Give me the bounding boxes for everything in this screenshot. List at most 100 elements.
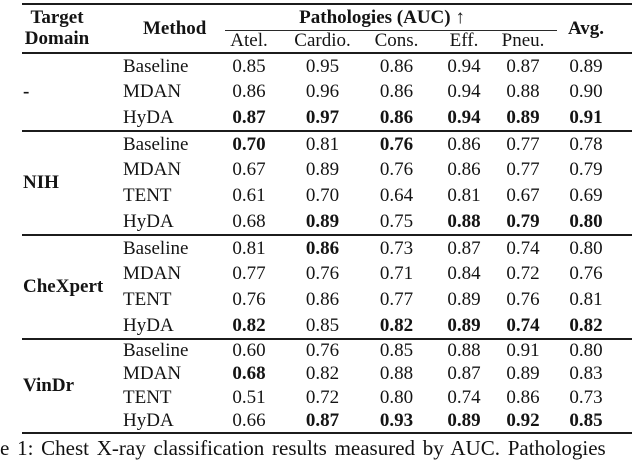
method-label: Baseline xyxy=(115,52,212,79)
table-row: NIH Baseline 0.70 0.81 0.76 0.86 0.77 0.78 xyxy=(22,130,632,235)
column-header-pathologies: Pathologies (AUC) ↑ xyxy=(299,6,465,28)
auc-value: 0.91 xyxy=(494,338,552,363)
auc-value: 0.51 xyxy=(232,386,266,408)
target-domain-line2: Domain xyxy=(24,27,90,49)
table-row: HyDA 0.87 0.97 0.86 0.94 0.89 0.91 xyxy=(22,105,632,131)
auc-value: 0.82 xyxy=(305,363,340,385)
auc-value: 0.61 xyxy=(232,185,266,206)
method-label: HyDA xyxy=(123,409,174,431)
auc-value: 0.88 xyxy=(506,81,540,102)
table-row: HyDA 0.82 0.85 0.82 0.89 0.74 0.82 xyxy=(22,313,632,339)
auc-value: 0.86 xyxy=(379,106,414,128)
auc-value: 0.86 xyxy=(447,159,481,180)
method-label: Baseline xyxy=(115,130,212,157)
method-label: HyDA xyxy=(123,210,174,232)
auc-value: 0.89 xyxy=(447,314,481,336)
auc-value: 0.87 xyxy=(232,106,266,128)
domain-block: NIH Baseline 0.70 0.81 0.76 0.86 0.77 0.78 MDAN 0… xyxy=(22,130,632,235)
method-label: TENT xyxy=(123,185,172,206)
auc-value: 0.86 xyxy=(434,130,494,157)
auc-value: 0.85 xyxy=(212,52,286,79)
table-row: MDAN 0.86 0.96 0.86 0.94 0.88 0.90 xyxy=(22,79,632,105)
table-caption: e 1: Chest X-ray classification results … xyxy=(0,437,606,460)
method-label: HyDA xyxy=(123,314,174,336)
method-label: TENT xyxy=(123,289,172,310)
auc-value: 0.89 xyxy=(506,363,540,385)
avg-auc-value: 0.81 xyxy=(569,289,603,310)
auc-value: 0.70 xyxy=(212,130,286,157)
column-header-eff: Eff. xyxy=(449,30,479,51)
auc-value: 0.68 xyxy=(232,363,266,385)
results-table: Target Domain Method Pathologies (AUC) ↑… xyxy=(22,3,632,434)
table-row: - Baseline 0.85 0.95 0.86 0.94 0.87 0.89 xyxy=(22,52,632,131)
method-label: TENT xyxy=(123,386,172,408)
domain-block: - Baseline 0.85 0.95 0.86 0.94 0.87 0.89 MDAN 0.8… xyxy=(22,52,632,131)
method-label: Baseline xyxy=(115,234,212,261)
auc-value: 0.88 xyxy=(447,210,481,232)
table-row: MDAN 0.68 0.82 0.88 0.87 0.89 0.83 xyxy=(22,363,632,387)
pathologies-header-rule xyxy=(225,30,557,32)
method-label: HyDA xyxy=(123,106,174,128)
auc-value: 0.81 xyxy=(212,234,286,261)
table-row: TENT 0.51 0.72 0.80 0.74 0.86 0.73 xyxy=(22,386,632,410)
auc-value: 0.94 xyxy=(447,106,481,128)
auc-value: 0.86 xyxy=(286,234,359,261)
auc-value: 0.89 xyxy=(305,210,340,232)
auc-value: 0.96 xyxy=(305,81,340,102)
auc-value: 0.81 xyxy=(286,130,359,157)
auc-value: 0.93 xyxy=(379,409,414,431)
method-label: MDAN xyxy=(123,263,182,284)
auc-value: 0.87 xyxy=(434,234,494,261)
avg-auc-value: 0.69 xyxy=(569,185,603,206)
auc-value: 0.75 xyxy=(379,210,414,232)
column-header-cardio: Cardio. xyxy=(294,30,351,51)
auc-value: 0.77 xyxy=(379,289,414,310)
auc-value: 0.87 xyxy=(447,363,481,385)
auc-value: 0.81 xyxy=(447,185,481,206)
method-label: MDAN xyxy=(123,81,182,102)
auc-value: 0.77 xyxy=(506,159,540,180)
column-header-atel: Atel. xyxy=(230,30,268,51)
avg-auc-value: 0.79 xyxy=(569,159,603,180)
avg-auc-value: 0.80 xyxy=(552,338,632,363)
method-label: Baseline xyxy=(115,338,212,363)
avg-auc-value: 0.80 xyxy=(569,210,603,232)
auc-value: 0.76 xyxy=(359,130,434,157)
auc-value: 0.76 xyxy=(232,289,266,310)
target-domain-label: CheXpert xyxy=(22,234,115,339)
domain-block: VinDr Baseline 0.60 0.76 0.85 0.88 0.91 0.80 MDA… xyxy=(22,338,632,434)
auc-value: 0.94 xyxy=(434,52,494,79)
avg-auc-value: 0.80 xyxy=(552,234,632,261)
results-table-container: Target Domain Method Pathologies (AUC) ↑… xyxy=(22,3,632,434)
auc-value: 0.77 xyxy=(494,130,552,157)
auc-value: 0.72 xyxy=(506,263,540,284)
auc-value: 0.86 xyxy=(379,81,414,102)
table-row: VinDr Baseline 0.60 0.76 0.85 0.88 0.91 0.80 xyxy=(22,338,632,433)
auc-value: 0.67 xyxy=(232,159,266,180)
avg-auc-value: 0.73 xyxy=(569,386,603,408)
auc-value: 0.74 xyxy=(494,234,552,261)
auc-value: 0.92 xyxy=(506,409,540,431)
avg-auc-value: 0.91 xyxy=(569,106,603,128)
auc-value: 0.86 xyxy=(305,289,340,310)
auc-value: 0.94 xyxy=(447,81,481,102)
table-row: CheXpert Baseline 0.81 0.86 0.73 0.87 0.74 0.80 xyxy=(22,234,632,339)
target-domain-label: VinDr xyxy=(22,338,115,433)
auc-value: 0.97 xyxy=(305,106,340,128)
table-row: MDAN 0.67 0.89 0.76 0.86 0.77 0.79 xyxy=(22,157,632,183)
auc-value: 0.88 xyxy=(379,363,414,385)
auc-value: 0.89 xyxy=(506,106,540,128)
table-row: HyDA 0.68 0.89 0.75 0.88 0.79 0.80 xyxy=(22,209,632,235)
auc-value: 0.76 xyxy=(379,159,414,180)
auc-value: 0.68 xyxy=(232,210,266,232)
auc-value: 0.86 xyxy=(506,386,540,408)
auc-value: 0.82 xyxy=(379,314,414,336)
table-header: Target Domain Method Pathologies (AUC) ↑… xyxy=(22,4,632,53)
auc-value: 0.64 xyxy=(379,185,414,206)
auc-value: 0.89 xyxy=(305,159,340,180)
auc-value: 0.72 xyxy=(305,386,340,408)
auc-value: 0.82 xyxy=(232,314,266,336)
auc-value: 0.67 xyxy=(506,185,540,206)
table-row: HyDA 0.66 0.87 0.93 0.89 0.92 0.85 xyxy=(22,410,632,434)
